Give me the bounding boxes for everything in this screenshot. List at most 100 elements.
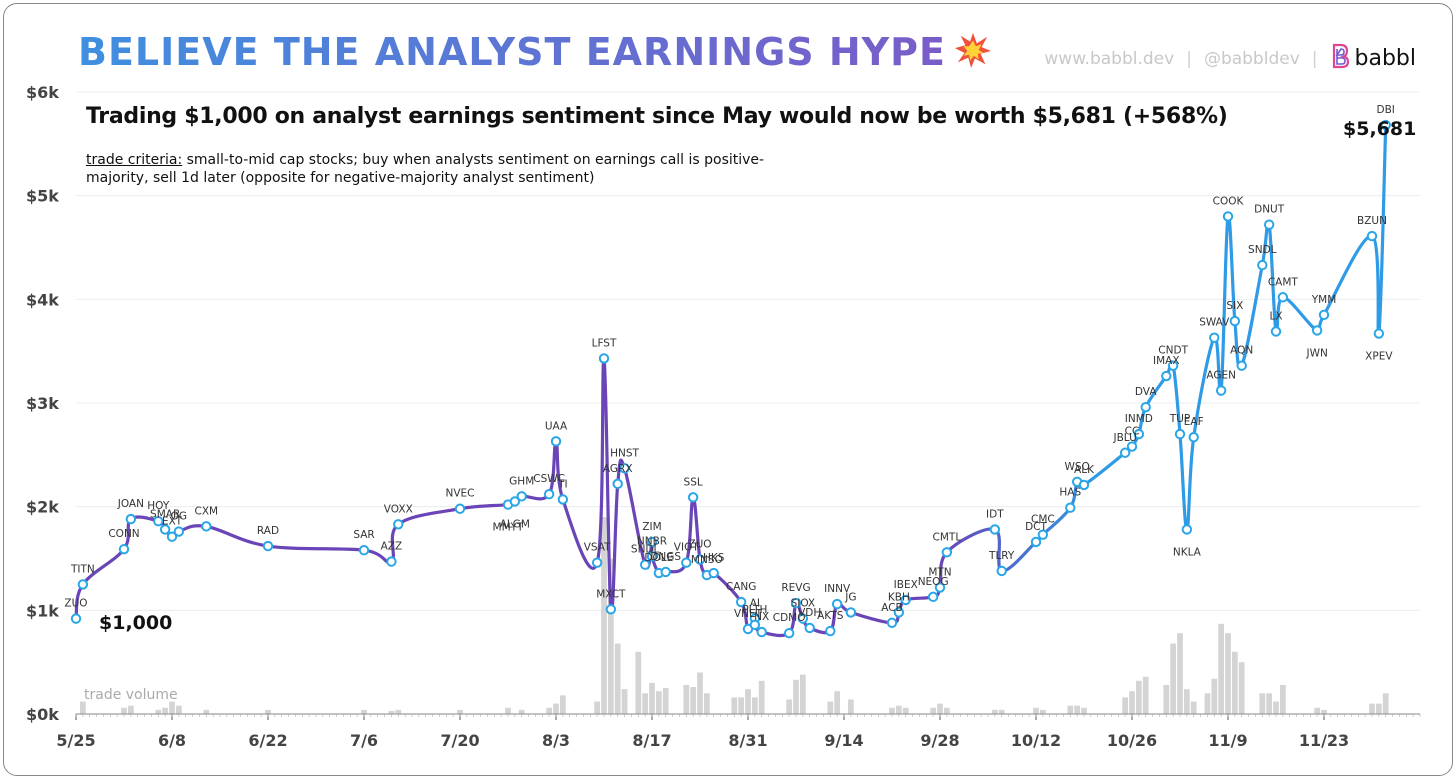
volume-bar [121, 707, 127, 714]
data-point [996, 565, 1007, 577]
ticker-label: DCT [1025, 521, 1047, 533]
volume-bar [1225, 633, 1231, 714]
data-point [1078, 479, 1090, 491]
ticker-label: CONN [108, 528, 139, 540]
ticker-label: GHM [509, 475, 534, 487]
volume-bar [649, 682, 655, 714]
grid [76, 91, 1420, 715]
volume-bar [457, 709, 463, 714]
ticker-label: MNSO [691, 554, 723, 566]
y-tick-label: $1k [26, 601, 59, 620]
trade-criteria-label: trade criteria: [86, 152, 183, 168]
ticker-label: ALK [1074, 464, 1095, 476]
volume-bar [1135, 680, 1142, 714]
ticker-label: SAR [353, 529, 374, 541]
volume-bar [697, 672, 703, 714]
ticker-label: VSAT [584, 542, 611, 554]
header-links: www.babbl.dev | @babbldev | babbl [1044, 42, 1416, 75]
x-tick-label: 10/12 [1011, 731, 1061, 750]
ticker-label: ZIM [642, 521, 661, 533]
data-point [543, 489, 555, 500]
ticker-label: AKTS [817, 610, 844, 622]
ticker-label: TLRY [988, 550, 1015, 562]
ticker-label: SMAR [150, 508, 180, 520]
x-tick-label: 5/25 [56, 731, 95, 750]
volume-bar [175, 705, 182, 714]
volume-bar [937, 703, 943, 714]
x-tick-label: 11/9 [1208, 731, 1247, 750]
volume-bar [827, 701, 834, 714]
y-tick-label: $0k [26, 705, 59, 724]
data-point [845, 607, 857, 618]
volume-bar [601, 517, 607, 714]
ticker-label: CDMO [773, 612, 806, 624]
volume-bar [902, 707, 909, 714]
data-point [1188, 432, 1199, 443]
ticker-label: TITN [70, 563, 95, 575]
volume-bar [1122, 697, 1129, 714]
data-point [557, 494, 569, 505]
ticker-label: HOY [147, 500, 170, 512]
line-chart: $0k $1k $2k $3k $4k $5k $6k 5/25 6/8 6/22 7/6 7/20 8… [26, 83, 1421, 750]
y-tick-label: $5k [26, 187, 59, 206]
volume-bar [1170, 643, 1177, 714]
volume-bar [1204, 693, 1211, 714]
volume-bar [991, 709, 998, 714]
data-point [1030, 536, 1042, 548]
data-point [118, 543, 130, 555]
data-point [1380, 119, 1391, 131]
ticker-label: CANG [726, 581, 757, 593]
data-point [639, 559, 651, 570]
ticker-label: ALGM [500, 518, 530, 530]
brand-name: babbl [1354, 46, 1417, 71]
social-handle-link[interactable]: @babbldev [1203, 48, 1300, 69]
data-point [1181, 524, 1193, 535]
website-link[interactable]: www.babbl.dev [1044, 48, 1175, 69]
volume-bar [388, 710, 395, 714]
volume-bar [1067, 705, 1074, 714]
ticker-label: IDT [986, 508, 1004, 520]
volume-bars [79, 517, 1389, 714]
volume-bar [155, 709, 162, 714]
series-line [74, 123, 1388, 638]
ticker-label: LFST [592, 337, 617, 349]
chart-title-text: BELIEVE THE ANALYST EARNINGS HYPE [78, 30, 946, 74]
data-points [70, 119, 1391, 639]
volume-bar [1382, 693, 1389, 714]
volume-bar [889, 707, 895, 714]
ticker-label: AGEN [1206, 370, 1236, 382]
data-point [166, 531, 178, 542]
ticker-label: AZZ [381, 541, 403, 553]
ticker-label: CXM [194, 505, 218, 517]
ticker-label: WSO [1064, 461, 1089, 473]
volume-bar [731, 697, 738, 714]
data-point [201, 521, 212, 532]
data-point [358, 545, 370, 556]
volume-bar [127, 705, 134, 714]
ticker-label: YMM [1311, 294, 1337, 306]
axes: $0k $1k $2k $3k $4k $5k $6k 5/25 6/8 6/22 7/6 7/20 8… [26, 83, 1421, 750]
ticker-label: NNBR [637, 535, 667, 547]
ticker-label: IBEX [894, 579, 918, 591]
ticker-label: SSL [684, 476, 703, 488]
data-point [173, 526, 185, 537]
ticker-label: ACB [881, 602, 903, 614]
volume-bar [655, 691, 662, 714]
y-tick-label: $3k [26, 394, 59, 413]
data-point [454, 503, 466, 514]
volume-bar [1039, 709, 1046, 714]
data-point [1161, 370, 1172, 382]
volume-bar [1259, 693, 1266, 714]
data-point [694, 554, 706, 565]
data-point [1119, 447, 1131, 458]
data-point [804, 622, 815, 634]
chart-frame: $0k $1k $2k $3k $4k $5k $6k 5/25 6/8 6/22 7/6 7/20 8… [3, 3, 1453, 776]
start-value-annotation: $1,000 [99, 612, 173, 634]
data-point [1065, 502, 1076, 513]
ticker-label: NVEC [445, 488, 474, 500]
ticker-label: KBH [888, 591, 910, 603]
ticker-label: CAMT [1268, 276, 1299, 288]
end-value-annotation: $5,681 [1343, 118, 1417, 140]
volume-label: trade volume [84, 687, 178, 703]
data-point [159, 524, 171, 535]
